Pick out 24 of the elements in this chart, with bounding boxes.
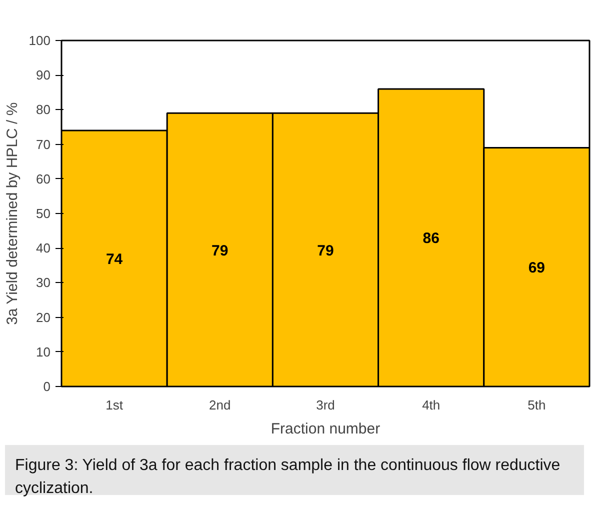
y-tick-label: 80 [36,102,51,118]
y-tick-label: 70 [36,136,51,152]
y-tick-label: 30 [36,275,51,290]
x-tick-label: 4th [422,398,440,412]
x-tick-label: 2nd [209,398,231,412]
y-axis-title: 3a Yield determined by HPLC / % [4,102,21,325]
x-tick-label: 1st [106,398,124,412]
y-tick-label: 40 [36,240,51,256]
y-tick-label: 10 [36,344,51,360]
data-label: 79 [212,242,228,260]
caption: Figure 3: Yield of 3a for each fraction sample in the continuous flow reductive cyclization. [15,456,562,499]
x-axis-title: Fraction number [270,420,380,438]
y-tick-label: 0 [43,379,51,394]
y-tick-label: 90 [36,68,51,83]
y-tick-label: 50 [36,206,51,221]
y-tick-label: 60 [36,171,51,186]
x-tick-label: 3rd [316,398,335,412]
y-tick-label: 100 [28,33,51,48]
data-label: 74 [106,250,124,268]
x-tick-label: 5th [528,398,546,412]
data-label: 79 [317,242,334,260]
data-label: 86 [422,230,440,248]
y-tick-label: 20 [36,310,51,325]
data-label: 69 [528,260,546,277]
